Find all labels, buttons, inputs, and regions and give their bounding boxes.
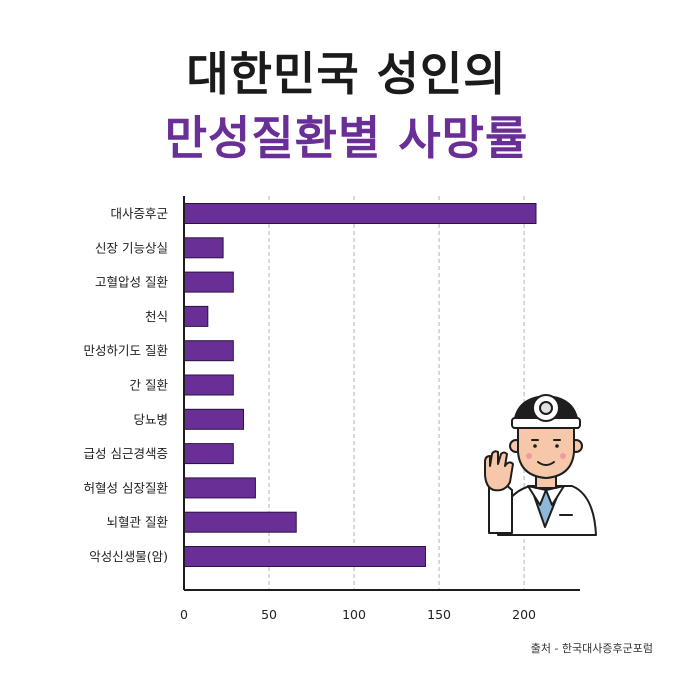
bar bbox=[183, 305, 209, 327]
bar bbox=[183, 340, 234, 362]
category-label: 고혈압성 질환 bbox=[95, 275, 168, 290]
doctor-illustration-icon bbox=[484, 394, 597, 536]
category-label: 신장 기능상실 bbox=[95, 240, 168, 255]
bar bbox=[183, 443, 234, 465]
category-label: 대사증후군 bbox=[110, 206, 168, 221]
x-tick-label: 200 bbox=[512, 607, 536, 622]
x-tick-label: 50 bbox=[261, 607, 277, 622]
page-title: 대한민국 성인의 bbox=[186, 47, 507, 101]
x-tick-label: 150 bbox=[427, 607, 451, 622]
category-label: 악성신생물(암) bbox=[89, 549, 168, 564]
bar bbox=[183, 408, 245, 430]
bar bbox=[183, 477, 256, 499]
category-label: 뇌혈관 질환 bbox=[107, 515, 169, 530]
category-label: 천식 bbox=[145, 309, 168, 324]
bar bbox=[183, 511, 297, 533]
bar bbox=[183, 203, 537, 224]
x-tick-label: 100 bbox=[342, 607, 366, 622]
x-tick-label: 0 bbox=[180, 607, 188, 622]
category-label: 당뇨병 bbox=[133, 412, 168, 427]
bar bbox=[183, 237, 224, 259]
category-label: 허혈성 심장질환 bbox=[84, 480, 169, 495]
bar bbox=[183, 271, 234, 293]
bar bbox=[183, 374, 234, 396]
page-subtitle: 만성질환별 사망률 bbox=[164, 111, 529, 165]
bar bbox=[183, 546, 426, 567]
source-text: 출처 - 한국대사증후군포럼 bbox=[530, 642, 653, 655]
category-label: 간 질환 bbox=[130, 378, 169, 393]
category-label: 급성 심근경색증 bbox=[84, 446, 168, 461]
category-label: 만성하기도 질환 bbox=[84, 343, 169, 358]
